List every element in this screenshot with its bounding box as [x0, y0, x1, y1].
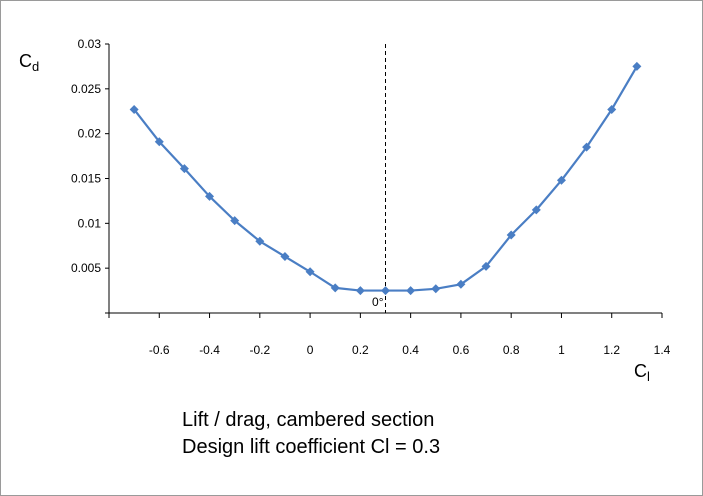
x-tick-label: 1.2 — [603, 343, 620, 357]
x-tick-label: 0.6 — [453, 343, 470, 357]
caption-line-2: Design lift coefficient Cl = 0.3 — [182, 436, 441, 458]
data-point — [305, 267, 315, 277]
caption-line-1: Lift / drag, cambered section — [182, 409, 435, 431]
x-tick-label: -0.4 — [199, 343, 220, 357]
data-point — [179, 164, 189, 174]
data-point — [456, 279, 466, 289]
reference-line-group: 0° — [372, 44, 386, 313]
data-point — [481, 261, 491, 271]
data-point — [154, 137, 164, 147]
data-point — [381, 286, 390, 296]
data-point — [406, 286, 416, 296]
data-point — [255, 236, 265, 246]
x-tick-label: 0.2 — [352, 343, 369, 357]
y-tick-label: 0.015 — [71, 172, 101, 186]
data-point — [531, 205, 541, 215]
x-tick-label: 1 — [558, 343, 565, 357]
x-tick-label: 0.8 — [503, 343, 520, 357]
data-point — [280, 252, 290, 262]
reference-line-label: 0° — [372, 295, 384, 309]
x-tick-label: -0.2 — [249, 343, 270, 357]
axes — [105, 43, 663, 318]
series-group — [129, 61, 642, 296]
y-axis-title: Cd — [19, 51, 39, 74]
y-tick-label: 0.025 — [71, 82, 101, 96]
x-tick-label: -0.6 — [149, 343, 170, 357]
data-point — [431, 284, 441, 294]
y-tick-label: 0.005 — [71, 261, 101, 275]
x-tick-label: 1.4 — [654, 343, 671, 357]
data-point — [632, 61, 642, 71]
tick-labels: 0.005 0.01 0.015 0.02 0.025 0.03 -0.6 -0.4 -0.2 0… — [71, 37, 671, 357]
data-point — [230, 216, 240, 226]
y-tick-label: 0.02 — [78, 127, 102, 141]
data-point — [129, 104, 139, 114]
x-axis-title: Cl — [634, 361, 650, 384]
data-point — [556, 175, 566, 185]
data-point — [582, 142, 592, 152]
y-tick-label: 0.03 — [78, 37, 102, 51]
data-point — [355, 286, 365, 296]
y-tick-label: 0.01 — [78, 216, 102, 230]
x-tick-label: 0 — [307, 343, 314, 357]
x-tick-label: 0.4 — [402, 343, 419, 357]
data-point — [205, 191, 215, 201]
data-point — [330, 283, 340, 293]
data-point — [607, 104, 617, 114]
data-point — [506, 230, 516, 240]
